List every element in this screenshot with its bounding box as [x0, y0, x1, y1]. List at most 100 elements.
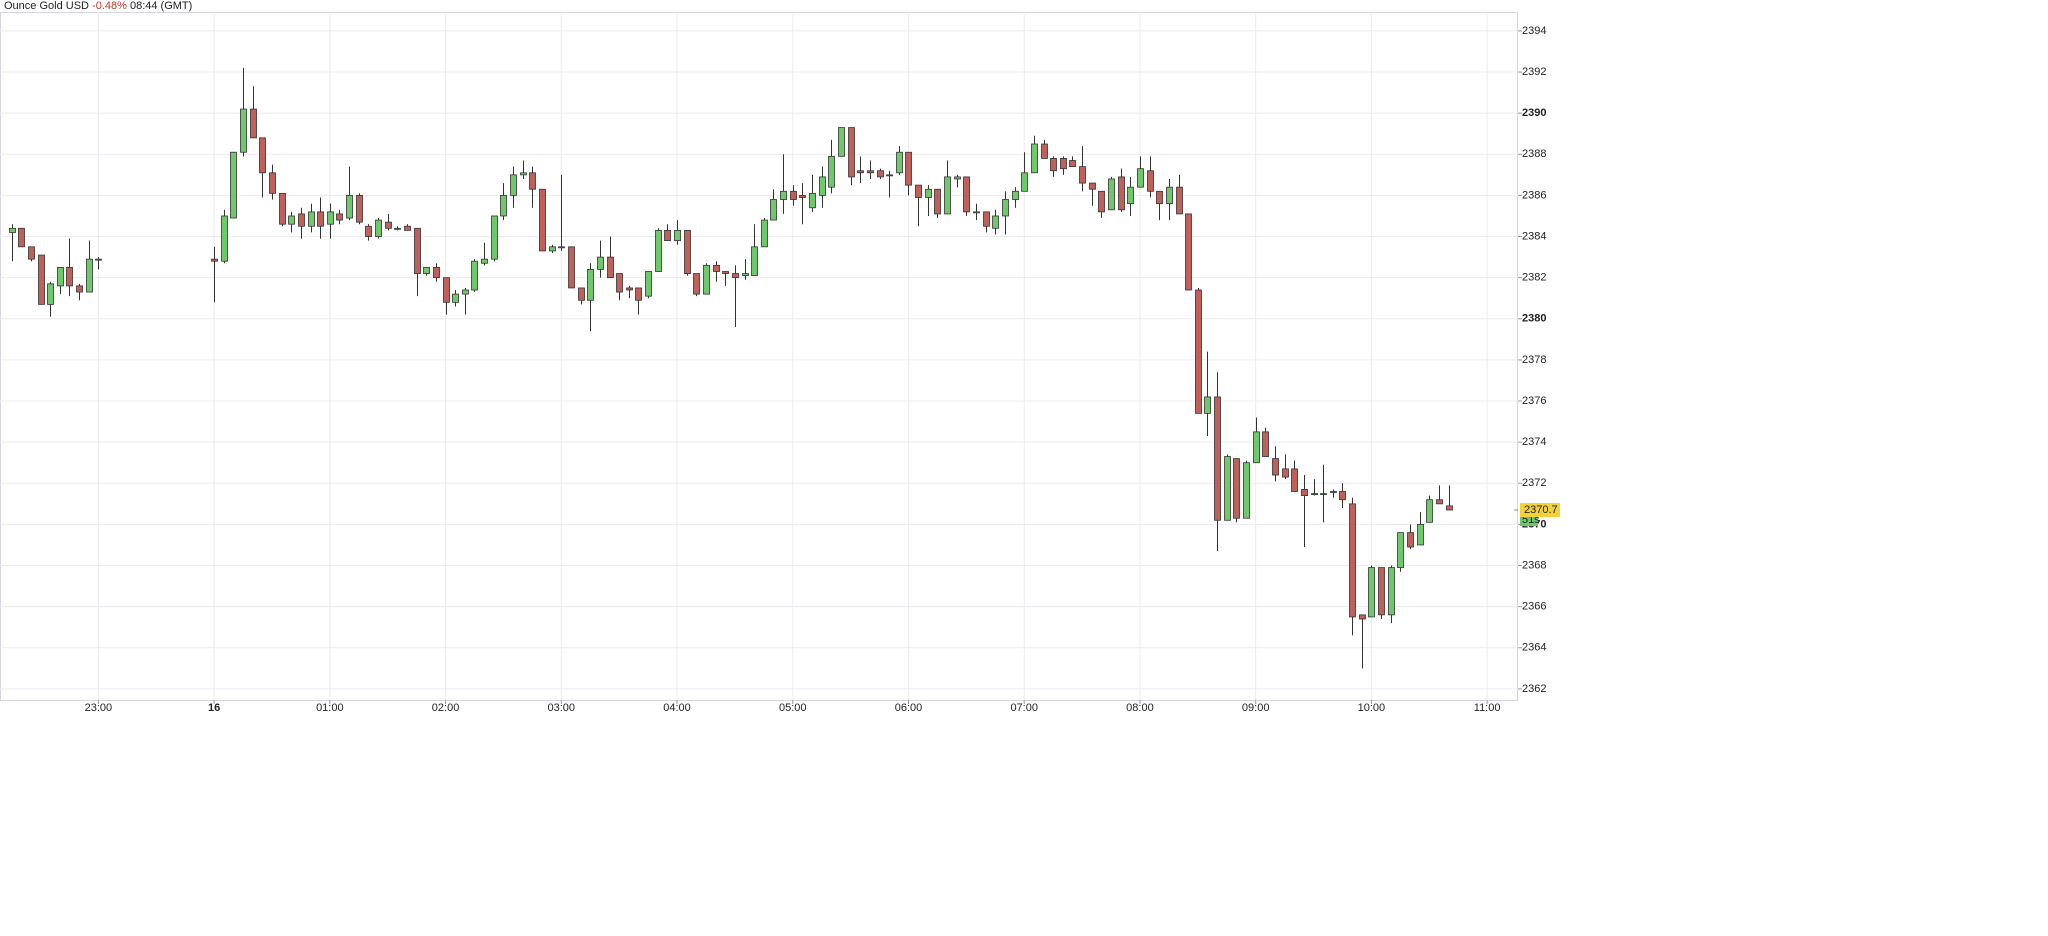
candle [549, 244, 556, 253]
candle [635, 287, 642, 315]
candle-body [539, 188, 546, 252]
y-tick-label: 2368 [1522, 559, 1546, 571]
candle [1147, 156, 1154, 198]
candle-body [645, 271, 652, 297]
candle-body [1166, 186, 1173, 205]
candle [481, 242, 488, 266]
candle [240, 67, 247, 157]
candle-body [809, 192, 816, 209]
candle [1301, 475, 1308, 548]
candle-body [790, 190, 797, 200]
candle [848, 127, 855, 186]
y-tick-label: 2384 [1522, 230, 1546, 242]
candle [86, 240, 93, 293]
candle-body [1253, 431, 1260, 464]
candle-body [828, 155, 835, 188]
candle-body [1176, 186, 1183, 215]
x-tick-label: 08:00 [1126, 702, 1154, 714]
candle-body [558, 246, 565, 249]
candle-body [336, 213, 343, 221]
candle [1243, 460, 1250, 519]
candle [18, 227, 25, 248]
candle-body [587, 269, 594, 301]
candle [1069, 156, 1076, 168]
candle-body [742, 273, 749, 277]
candle [616, 273, 623, 301]
candle-body [500, 195, 507, 217]
candle [288, 211, 295, 233]
candle-body [1262, 431, 1269, 457]
candle-body [877, 170, 884, 178]
candle-body [38, 254, 45, 305]
candle [1446, 485, 1453, 511]
candle-body [1156, 190, 1163, 205]
candle-body [1407, 532, 1414, 548]
candle-body [635, 287, 642, 301]
candle-body [269, 172, 276, 194]
candle [674, 220, 681, 245]
candle-body [1079, 166, 1086, 184]
candle-body [28, 246, 35, 260]
candle-body [896, 151, 903, 174]
candle [1098, 190, 1105, 219]
candle-body [452, 293, 459, 303]
header: Ounce Gold USD -0.48% 08:44 (GMT) [4, 0, 192, 12]
candle [597, 240, 604, 278]
x-tick-label: 06:00 [895, 702, 923, 714]
candle-body [693, 273, 700, 295]
candle-body [857, 170, 864, 174]
candle-body [732, 273, 739, 279]
candle [298, 207, 305, 239]
candle [790, 185, 797, 206]
candle [1282, 454, 1289, 480]
candle-body [954, 176, 961, 180]
candle [394, 226, 401, 231]
candle-body [607, 256, 614, 279]
candle-body [1233, 458, 1240, 519]
candle-body [375, 219, 382, 237]
candle-body [298, 213, 305, 227]
candle [944, 160, 951, 215]
candle [1176, 174, 1183, 215]
candle-body [279, 192, 286, 225]
candle [1002, 191, 1009, 235]
candle [38, 254, 45, 305]
candle [250, 86, 257, 139]
candle [645, 271, 652, 299]
candle-body [1195, 289, 1202, 414]
time: 08:44 (GMT) [130, 0, 192, 12]
candle [1368, 565, 1375, 618]
candle [867, 160, 874, 179]
candle [896, 146, 903, 175]
candle-body [86, 258, 93, 293]
candle-body [664, 229, 671, 242]
y-tick-label: 2390 [1522, 107, 1546, 119]
candle-body [423, 266, 430, 274]
candle [973, 203, 980, 221]
candle-body [1118, 176, 1125, 211]
candle-body [529, 172, 536, 190]
candle-body [365, 225, 372, 237]
candle [95, 257, 102, 270]
candle-body [1359, 614, 1366, 620]
candle-body [221, 215, 228, 262]
candle-body [799, 195, 806, 198]
candle-body [838, 127, 845, 157]
candle [1436, 485, 1443, 505]
y-tick-label: 2382 [1522, 272, 1546, 284]
last-price-label: 2370.7 [1524, 504, 1558, 516]
candle-body [770, 199, 777, 221]
x-tick-label: 11:00 [1474, 702, 1501, 714]
candle-body [1378, 567, 1385, 616]
candle [1233, 458, 1240, 523]
y-tick-label: 2394 [1522, 25, 1546, 37]
candle [877, 168, 884, 179]
candle-body [655, 229, 662, 272]
candle [57, 266, 64, 295]
candle-body [259, 137, 266, 174]
candle [317, 197, 324, 239]
candle [1253, 417, 1260, 464]
candle [1156, 190, 1163, 221]
candle-body [780, 190, 787, 200]
candle-body [761, 219, 768, 248]
